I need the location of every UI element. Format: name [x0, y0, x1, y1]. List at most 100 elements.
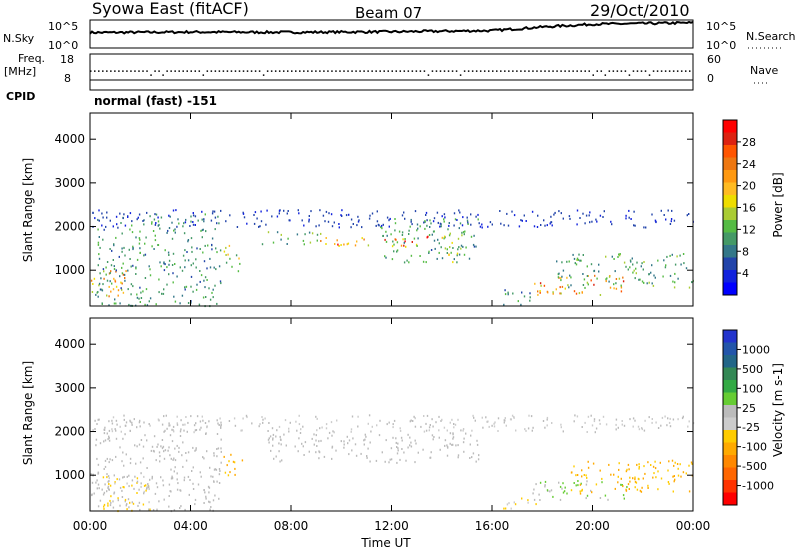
data-cell	[444, 216, 446, 219]
data-cell	[172, 458, 174, 461]
data-cell	[613, 473, 615, 476]
data-cell	[123, 418, 125, 421]
data-cell	[676, 255, 678, 258]
freq-point	[230, 70, 233, 72]
data-cell	[206, 450, 208, 453]
data-cell	[213, 210, 216, 213]
data-cell	[310, 210, 312, 213]
data-cell	[122, 451, 124, 454]
data-cell	[124, 277, 126, 279]
data-cell	[130, 283, 133, 286]
data-cell	[142, 503, 145, 506]
data-cell	[622, 494, 625, 497]
data-cell	[414, 439, 416, 442]
data-cell	[199, 471, 201, 474]
data-cell	[196, 247, 198, 250]
data-cell	[123, 414, 125, 417]
data-cell	[449, 432, 452, 435]
y-tick-label: 3000	[54, 176, 85, 190]
data-cell	[605, 423, 608, 426]
data-cell	[108, 483, 110, 485]
freq-point	[520, 70, 522, 72]
data-cell	[303, 454, 305, 456]
data-cell	[651, 418, 653, 420]
data-cell	[145, 489, 147, 492]
data-cell	[388, 225, 390, 228]
data-cell	[392, 423, 394, 426]
data-cell	[613, 283, 615, 286]
colorbar-segment	[723, 355, 737, 368]
data-cell	[643, 226, 645, 229]
data-cell	[505, 424, 507, 427]
data-cell	[196, 283, 198, 286]
colorbar-segment	[723, 492, 737, 506]
data-cell	[628, 488, 630, 490]
colorbar-segment	[723, 282, 737, 296]
data-cell	[451, 443, 453, 446]
data-cell	[300, 428, 302, 431]
data-cell	[103, 505, 105, 508]
data-cell	[138, 443, 141, 446]
data-cell	[532, 492, 534, 495]
data-cell	[220, 209, 222, 212]
data-cell	[432, 230, 435, 233]
freq-point	[500, 70, 502, 72]
data-cell	[669, 254, 671, 257]
data-cell	[97, 463, 100, 466]
data-cell	[416, 229, 418, 232]
data-cell	[278, 212, 280, 215]
data-cell	[109, 458, 111, 461]
nave-tick-bottom: 0	[707, 72, 714, 85]
data-cell	[204, 422, 207, 424]
data-cell	[587, 466, 590, 469]
data-cell	[136, 480, 139, 483]
data-cell	[268, 422, 270, 424]
data-cell	[228, 420, 231, 422]
data-cell	[598, 419, 601, 422]
data-cell	[192, 482, 194, 485]
data-cell	[641, 280, 644, 283]
data-cell	[116, 223, 118, 226]
data-cell	[560, 292, 562, 295]
data-cell	[430, 222, 432, 225]
data-cell	[423, 415, 425, 417]
nave-tick-top: 60	[707, 53, 721, 66]
data-cell	[122, 437, 124, 440]
data-cell	[607, 498, 609, 501]
data-cell	[439, 448, 441, 451]
data-cell	[102, 283, 104, 286]
data-cell	[219, 280, 222, 283]
data-cell	[151, 221, 153, 224]
data-cell	[185, 416, 187, 418]
data-cell	[123, 475, 125, 478]
data-cell	[688, 420, 690, 423]
data-cell	[654, 460, 656, 463]
data-cell	[560, 423, 562, 426]
data-cell	[126, 508, 128, 511]
data-cell	[673, 480, 675, 483]
data-cell	[643, 261, 645, 263]
data-cell	[280, 439, 282, 441]
data-cell	[424, 227, 426, 230]
data-cell	[125, 270, 127, 273]
data-cell	[576, 258, 578, 261]
data-cell	[148, 265, 150, 268]
data-cell	[463, 437, 465, 440]
data-cell	[437, 238, 439, 241]
data-cell	[91, 493, 93, 496]
data-cell	[193, 431, 195, 434]
data-cell	[634, 486, 636, 489]
data-cell	[110, 270, 112, 273]
colorbar-segment	[723, 120, 737, 133]
data-cell	[283, 433, 285, 436]
colorbar-segment	[723, 367, 737, 381]
data-cell	[471, 429, 473, 432]
data-cell	[595, 218, 597, 221]
data-cell	[379, 419, 381, 422]
data-cell	[160, 216, 163, 219]
data-cell	[172, 209, 175, 212]
data-cell	[456, 254, 458, 257]
data-cell	[598, 263, 600, 266]
data-cell	[140, 482, 142, 485]
data-cell	[187, 421, 189, 424]
